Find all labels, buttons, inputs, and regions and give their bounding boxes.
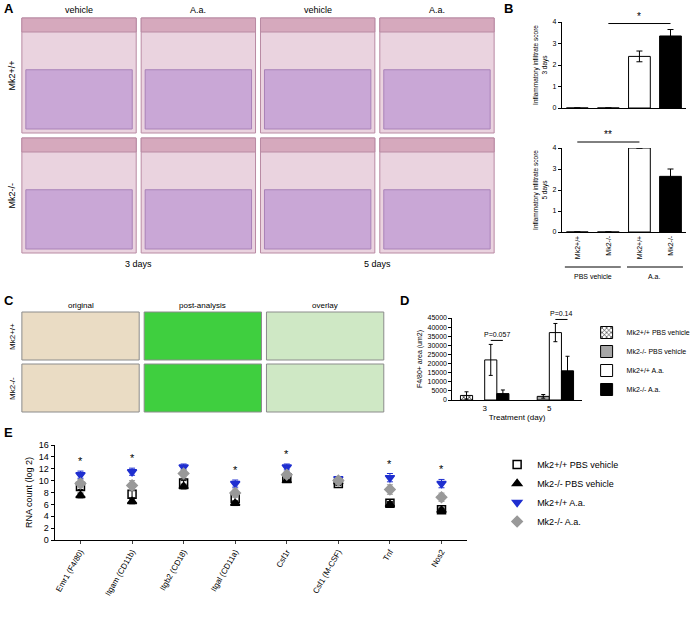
- svg-text:Csf1 (M-CSF): Csf1 (M-CSF): [311, 548, 344, 596]
- svg-text:2: 2: [44, 523, 49, 533]
- svg-text:4: 4: [552, 18, 556, 25]
- svg-text:*: *: [637, 11, 641, 22]
- svg-text:Mk2-/-: Mk2-/-: [7, 183, 17, 209]
- svg-text:0: 0: [552, 228, 556, 235]
- svg-text:Mk2+/+: Mk2+/+: [574, 236, 581, 259]
- svg-text:5 days: 5 days: [364, 259, 391, 269]
- svg-text:Mk2+/+ PBS vehicle: Mk2+/+ PBS vehicle: [627, 329, 690, 336]
- svg-text:A.a.: A.a.: [648, 273, 661, 280]
- svg-text:*: *: [284, 448, 289, 460]
- svg-text:overlay: overlay: [312, 301, 338, 310]
- svg-text:Tnf: Tnf: [382, 547, 396, 562]
- svg-text:A: A: [4, 1, 14, 16]
- svg-text:0: 0: [44, 535, 49, 545]
- svg-text:vehicle: vehicle: [65, 5, 93, 15]
- svg-text:25000: 25000: [428, 351, 448, 358]
- svg-text:2: 2: [552, 186, 556, 193]
- svg-text:Emr1 (F4/80): Emr1 (F4/80): [54, 548, 86, 594]
- svg-text:B: B: [504, 1, 513, 16]
- svg-text:*: *: [387, 458, 392, 470]
- svg-text:Inflammatory infiltrate score3: Inflammatory infiltrate score3 days: [532, 25, 548, 105]
- svg-text:A.a.: A.a.: [429, 5, 445, 15]
- svg-text:20000: 20000: [428, 360, 448, 367]
- svg-text:30000: 30000: [428, 342, 448, 349]
- svg-text:original: original: [68, 301, 94, 310]
- svg-text:Treatment (day): Treatment (day): [489, 413, 546, 422]
- svg-text:C: C: [4, 293, 14, 308]
- svg-text:Mk2-/- PBS vehicle: Mk2-/- PBS vehicle: [537, 479, 614, 489]
- svg-text:4: 4: [552, 144, 556, 151]
- svg-text:45000: 45000: [428, 314, 448, 321]
- svg-text:1: 1: [552, 207, 556, 214]
- svg-text:F4/80+ area (um2): F4/80+ area (um2): [416, 330, 424, 388]
- svg-text:1: 1: [552, 83, 556, 90]
- svg-text:Mk2+/+: Mk2+/+: [8, 323, 17, 350]
- svg-text:Mk2+/+: Mk2+/+: [7, 60, 17, 90]
- svg-text:**: **: [604, 129, 612, 140]
- svg-text:8: 8: [44, 488, 49, 498]
- svg-text:10: 10: [39, 476, 49, 486]
- svg-text:Mk2-/-: Mk2-/-: [8, 377, 17, 400]
- svg-text:PBS vehicle: PBS vehicle: [574, 273, 612, 280]
- svg-text:RNA count (log 2): RNA count (log 2): [24, 457, 34, 528]
- svg-text:0: 0: [552, 104, 556, 111]
- svg-text:post-analysis: post-analysis: [179, 301, 226, 310]
- svg-text:Mk2-/- A.a.: Mk2-/- A.a.: [627, 386, 661, 393]
- svg-text:Mk2+/+ A.a.: Mk2+/+ A.a.: [537, 498, 585, 508]
- svg-text:Inflammatory infiltrate score5: Inflammatory infiltrate score5 days: [532, 150, 548, 230]
- svg-text:A.a.: A.a.: [190, 5, 206, 15]
- svg-text:Mk2+/+ PBS vehicle: Mk2+/+ PBS vehicle: [537, 460, 618, 470]
- svg-text:Mk2-/- A.a.: Mk2-/- A.a.: [537, 517, 581, 527]
- svg-text:3: 3: [552, 40, 556, 47]
- svg-text:5: 5: [547, 404, 552, 413]
- svg-text:Nos2: Nos2: [430, 548, 447, 569]
- svg-text:6: 6: [44, 500, 49, 510]
- svg-text:P=0.057: P=0.057: [484, 331, 510, 338]
- svg-text:Mk2-/-: Mk2-/-: [605, 235, 612, 256]
- svg-text:Csf1r: Csf1r: [275, 548, 293, 569]
- svg-text:3 days: 3 days: [125, 259, 152, 269]
- svg-text:Itgal (CD11a): Itgal (CD11a): [209, 548, 240, 593]
- svg-text:P=0.14: P=0.14: [550, 310, 572, 317]
- svg-text:*: *: [439, 463, 444, 475]
- svg-text:10000: 10000: [428, 378, 448, 385]
- svg-text:3: 3: [482, 404, 487, 413]
- svg-text:Itgam (CD11b): Itgam (CD11b): [104, 548, 138, 598]
- svg-text:35000: 35000: [428, 333, 448, 340]
- svg-text:*: *: [78, 455, 83, 467]
- svg-text:vehicle: vehicle: [304, 5, 332, 15]
- svg-text:*: *: [130, 452, 135, 464]
- svg-text:5000: 5000: [431, 387, 447, 394]
- svg-text:0: 0: [443, 396, 447, 403]
- svg-text:3: 3: [552, 165, 556, 172]
- svg-text:16: 16: [39, 440, 49, 450]
- svg-text:E: E: [4, 425, 13, 440]
- svg-text:D: D: [400, 293, 409, 308]
- svg-text:4: 4: [44, 511, 49, 521]
- svg-text:Mk2+/+: Mk2+/+: [636, 236, 643, 259]
- svg-text:2: 2: [552, 61, 556, 68]
- svg-text:Mk2-/-: Mk2-/-: [667, 235, 674, 256]
- svg-text:Mk2+/+ A.a.: Mk2+/+ A.a.: [627, 367, 664, 374]
- svg-text:12: 12: [39, 464, 49, 474]
- svg-text:*: *: [233, 464, 238, 476]
- svg-text:14: 14: [39, 452, 49, 462]
- svg-text:40000: 40000: [428, 324, 448, 331]
- svg-text:Mk2-/- PBS vehicle: Mk2-/- PBS vehicle: [627, 348, 687, 355]
- svg-text:Itgb2 (CD18): Itgb2 (CD18): [158, 548, 189, 592]
- svg-text:15000: 15000: [428, 369, 448, 376]
